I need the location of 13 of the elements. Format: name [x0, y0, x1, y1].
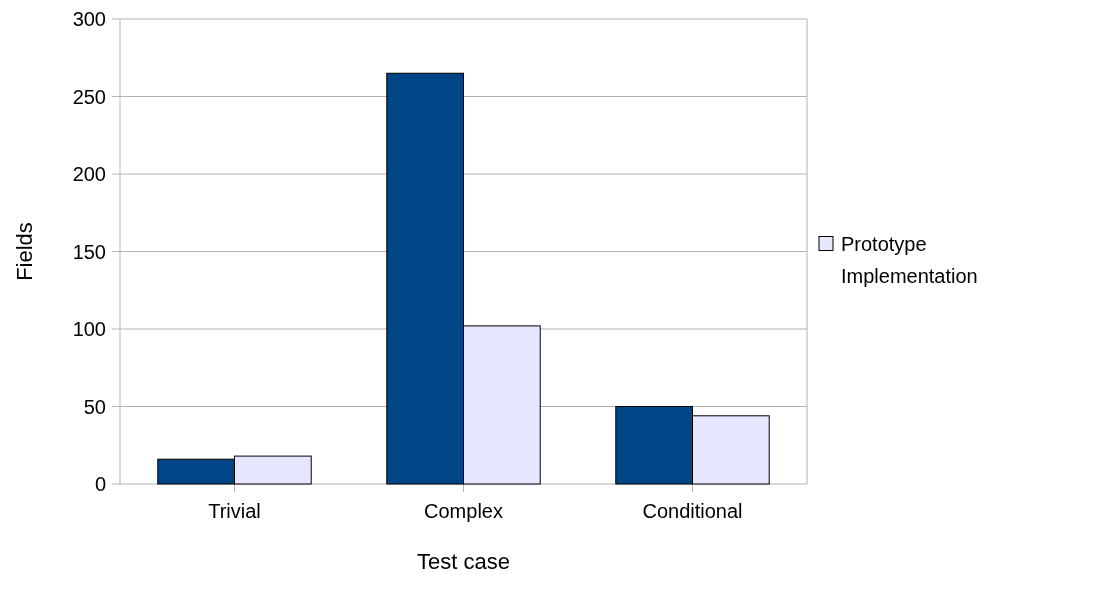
x-axis-title: Test case: [417, 549, 510, 574]
y-tick-label: 300: [72, 8, 106, 30]
legend-label: Prototype Implementation: [841, 232, 978, 287]
y-tick-label: 200: [72, 163, 106, 185]
x-tick-label: Complex: [424, 500, 503, 522]
y-tick-label: 0: [94, 473, 106, 495]
y-tick-label: 50: [83, 395, 106, 418]
y-axis-title: Fields: [12, 222, 37, 281]
y-tick-label: 250: [72, 85, 106, 108]
y-tick-label: 150: [72, 240, 106, 263]
x-tick-label: Conditional: [642, 500, 743, 522]
x-tick-label: Trivial: [208, 500, 261, 522]
y-tick-label: 100: [72, 318, 106, 340]
